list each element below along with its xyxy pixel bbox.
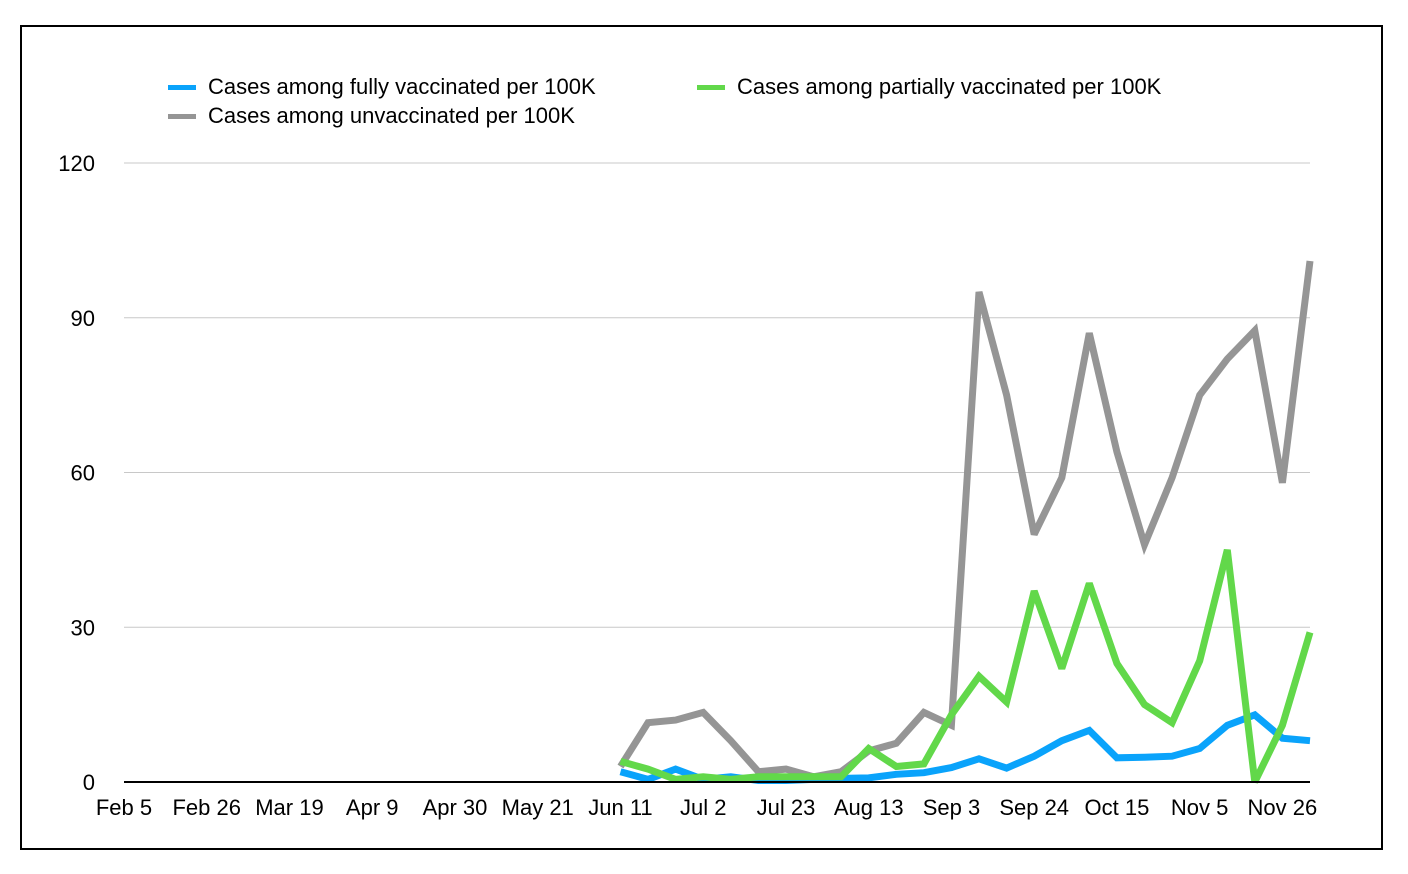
x-tick-label: Feb 26	[172, 795, 241, 820]
x-tick-label: Jul 23	[757, 795, 816, 820]
x-tick-label: Jul 2	[680, 795, 726, 820]
series-line-2	[617, 260, 1314, 781]
x-tick-label: Nov 26	[1248, 795, 1318, 820]
series-line-1	[619, 549, 1314, 784]
y-tick-label: 60	[71, 461, 95, 486]
x-tick-label: Apr 30	[423, 795, 488, 820]
x-tick-label: Jun 11	[588, 795, 652, 820]
legend-item-partially-vaccinated: Cases among partially vaccinated per 100…	[697, 74, 1161, 100]
y-tick-label: 120	[58, 151, 95, 176]
x-tick-label: Nov 5	[1171, 795, 1228, 820]
legend-label: Cases among unvaccinated per 100K	[208, 103, 575, 128]
legend-item-unvaccinated: Cases among unvaccinated per 100K	[168, 103, 575, 129]
x-tick-label: Sep 3	[923, 795, 981, 820]
legend-swatch	[168, 84, 196, 90]
y-tick-label: 90	[71, 306, 95, 331]
chart-frame	[20, 25, 1383, 850]
legend-label: Cases among fully vaccinated per 100K	[208, 74, 596, 99]
x-tick-label: May 21	[502, 795, 574, 820]
x-tick-label: Aug 13	[834, 795, 904, 820]
x-tick-label: Sep 24	[999, 795, 1069, 820]
x-tick-label: Mar 19	[255, 795, 323, 820]
legend-swatch	[697, 84, 725, 90]
x-tick-label: Oct 15	[1085, 795, 1150, 820]
series-line-0	[619, 710, 1311, 784]
legend-label: Cases among partially vaccinated per 100…	[737, 74, 1162, 99]
x-tick-label: Apr 9	[346, 795, 399, 820]
y-tick-label: 0	[83, 770, 95, 795]
y-tick-label: 30	[71, 615, 95, 640]
legend-item-fully-vaccinated: Cases among fully vaccinated per 100K	[168, 74, 596, 100]
legend-swatch	[168, 113, 196, 119]
x-tick-label: Feb 5	[96, 795, 152, 820]
